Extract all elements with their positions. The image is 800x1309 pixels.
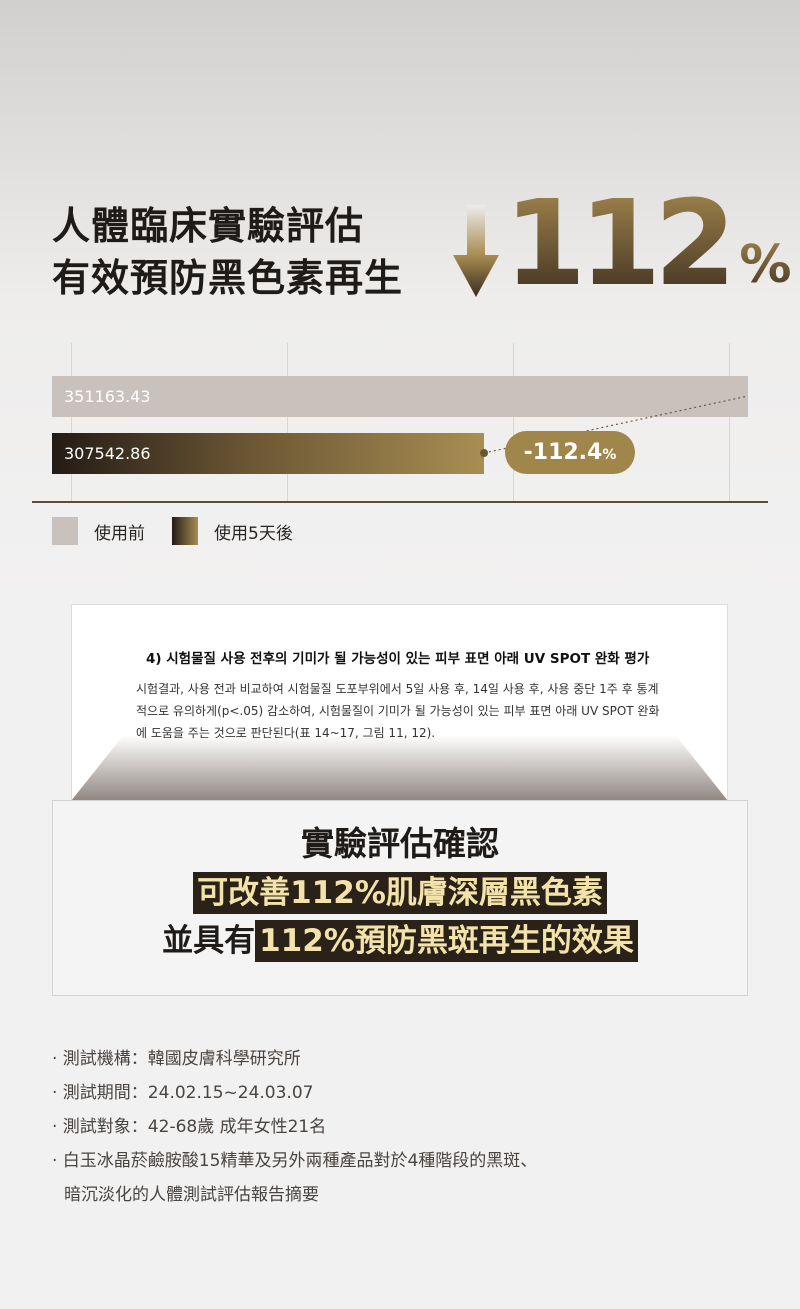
- note-item: · 白玉冰晶菸鹼胺酸15精華及另外兩種產品對於4種階段的黑斑、: [52, 1151, 538, 1171]
- bar-after-label: 307542.86: [64, 444, 151, 463]
- report-heading: 4) 시험물질 사용 전후의 기미가 될 가능성이 있는 피부 표면 아래 UV…: [146, 651, 650, 667]
- test-notes: · 測試機構：韓國皮膚科學研究所 · 測試期間：24.02.15~24.03.0…: [52, 1042, 537, 1212]
- gridline: [71, 343, 72, 502]
- bar-before: 351163.43: [52, 376, 748, 417]
- legend-before: 使用前: [52, 517, 145, 545]
- confirm-highlight-1: 可改善112%肌膚深層黑色素: [193, 872, 607, 914]
- bar-before-label: 351163.43: [64, 387, 151, 406]
- bar-after: 307542.86: [52, 433, 485, 474]
- bar-end-dot: [480, 449, 489, 457]
- change-badge: -112.4%: [505, 431, 635, 474]
- headline-line-1: 人體臨床實驗評估: [52, 204, 365, 248]
- confirm-line2-prefix: 並具有: [162, 923, 256, 959]
- legend-swatch: [52, 517, 78, 545]
- legend-swatch: [172, 517, 198, 545]
- note-item: · 測試對象：42-68歲 成年女性21名: [52, 1117, 327, 1137]
- fade-overlay: [71, 735, 728, 801]
- confirm-title: 實驗評估確認: [301, 824, 499, 863]
- headline-title: 人體臨床實驗評估 有效預防黑色素再生: [52, 200, 403, 304]
- confirm-highlight-2: 112%預防黑斑再生的效果: [255, 920, 638, 962]
- report-body: 시험결과, 사용 전과 비교하여 시험물질 도포부위에서 5일 사용 후, 14…: [136, 682, 660, 740]
- trend-dotted-line: [480, 395, 749, 457]
- confirm-box: 實驗評估確認 可改善112%肌膚深層黑色素 並具有 112%預防黑斑再生的效果: [52, 800, 748, 996]
- gridline: [513, 343, 514, 502]
- legend-label: 使用5天後: [214, 523, 293, 544]
- note-item: · 測試期間：24.02.15~24.03.07: [52, 1083, 314, 1103]
- change-unit: %: [602, 447, 617, 463]
- change-value: -112.4: [523, 440, 603, 465]
- down-arrow-icon: [453, 205, 499, 297]
- gridline: [729, 343, 730, 502]
- chart-baseline: [32, 501, 768, 503]
- big-percent-number: 112: [504, 178, 739, 308]
- gridline: [287, 343, 288, 502]
- headline-line-2: 有效預防黑色素再生: [52, 256, 404, 300]
- big-percent-unit: %: [739, 230, 791, 300]
- legend-after: 使用5天後: [172, 517, 293, 545]
- note-item: · 測試機構：韓國皮膚科學研究所: [52, 1049, 301, 1069]
- legend-label: 使用前: [94, 523, 145, 544]
- big-percent: 112%: [504, 178, 791, 308]
- note-item: 暗沉淡化的人體測試評估報告摘要: [64, 1185, 319, 1205]
